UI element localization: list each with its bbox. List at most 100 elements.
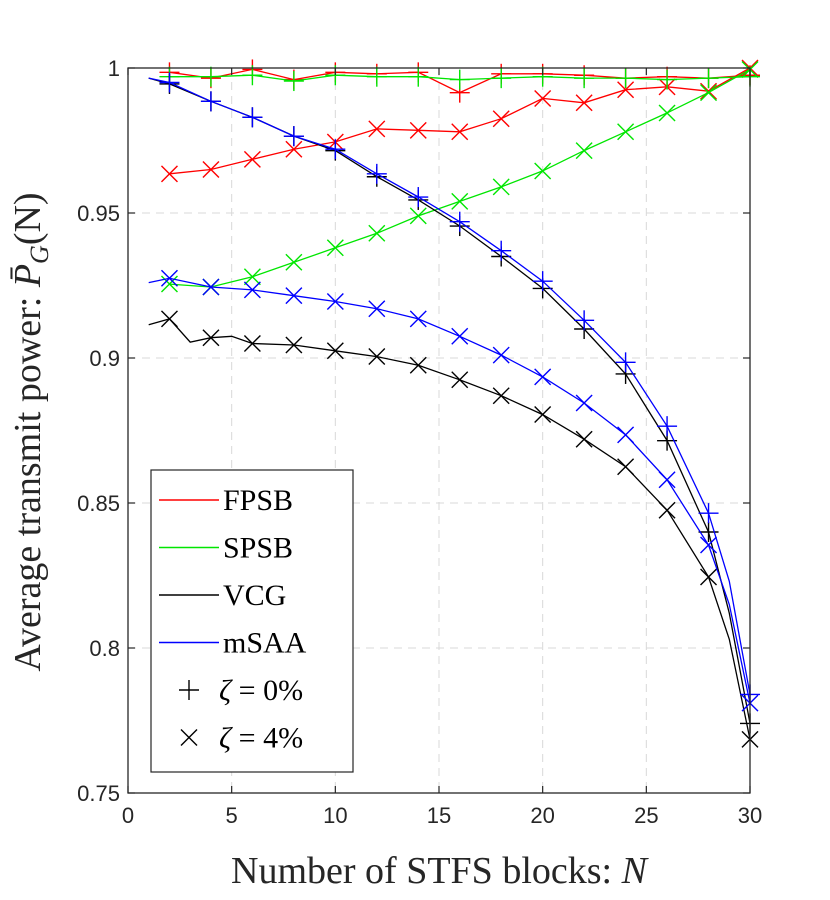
- data-point-msaa-cross: [658, 471, 676, 489]
- cross-marker-b: [409, 207, 427, 225]
- cross-marker-b: [575, 394, 593, 412]
- cross-marker-b: [368, 348, 386, 366]
- data-point-vcg-cross: [575, 430, 593, 448]
- cross-marker-b: [451, 192, 469, 210]
- cross-marker-b: [409, 121, 427, 139]
- data-point-spsb-plus: [615, 68, 636, 89]
- data-point-msaa-cross: [451, 327, 469, 345]
- cross-marker-b: [368, 120, 386, 138]
- x-tick-label: 20: [530, 803, 554, 828]
- data-point-spsb-plus: [657, 69, 678, 90]
- data-point-vcg-cross: [658, 501, 676, 519]
- data-point-fpsb-cross: [700, 82, 718, 100]
- x-axis-title: Number of STFS blocks: N: [231, 850, 650, 892]
- data-point-vcg-cross: [285, 336, 303, 354]
- cross-marker-b: [451, 371, 469, 389]
- data-point-spsb-cross: [534, 162, 552, 180]
- data-point-fpsb-cross: [534, 89, 552, 107]
- x-tick-label: 15: [427, 803, 451, 828]
- cross-marker-b: [658, 501, 676, 519]
- x-tick-label: 10: [323, 803, 347, 828]
- data-point-spsb-plus: [698, 68, 719, 89]
- legend-label-value: = 4%: [231, 722, 303, 755]
- legend-label: SPSB: [223, 532, 293, 565]
- legend-entry: VCG: [159, 579, 286, 612]
- cross-marker-b: [658, 104, 676, 122]
- legend-swatch-marker: [180, 729, 198, 746]
- y-tick-label: 0.9: [89, 346, 120, 371]
- data-point-msaa-cross: [202, 278, 220, 296]
- axis-ticks: 0 5 10 15 20 25 30 0.75 0.8 0.85 0.9 0.95 1: [77, 56, 762, 828]
- data-point-fpsb-cross: [202, 161, 220, 178]
- cross-marker-b: [285, 140, 303, 158]
- data-point-vcg-cross: [326, 342, 344, 360]
- y-tick-label: 0.8: [89, 636, 120, 661]
- legend-entry: SPSB: [159, 532, 293, 565]
- cross-marker-b: [326, 239, 344, 257]
- data-point-msaa-plus: [200, 91, 221, 112]
- data-point-vcg-cross: [534, 406, 552, 424]
- data-point-msaa-plus: [657, 416, 678, 437]
- data-point-spsb-plus: [283, 71, 304, 92]
- series-vcg-cross: [148, 310, 759, 748]
- cross-marker-b: [700, 568, 718, 586]
- data-point-msaa-plus: [325, 139, 346, 160]
- data-point-spsb-cross: [243, 268, 261, 286]
- legend-entry: mSAA: [159, 627, 307, 660]
- data-point-vcg-cross: [202, 329, 220, 347]
- data-point-msaa-plus: [532, 271, 553, 292]
- legend-entry: ζ = 4%: [180, 722, 303, 755]
- data-point-msaa-plus: [283, 126, 304, 147]
- cross-marker-b: [658, 471, 676, 489]
- data-point-fpsb-cross: [243, 150, 261, 168]
- legend-label: ζ = 4%: [219, 722, 303, 755]
- data-point-fpsb-cross: [451, 123, 469, 141]
- cross-marker-b: [160, 275, 178, 293]
- data-point-msaa-cross: [368, 300, 386, 318]
- data-point-vcg-cross: [243, 335, 261, 352]
- cross-marker-b: [409, 356, 427, 374]
- cross-marker-b: [534, 162, 552, 180]
- y-axis-title-subscript: G: [25, 245, 54, 264]
- data-point-fpsb-cross: [368, 120, 386, 138]
- data-point-spsb-cross: [368, 224, 386, 242]
- cross-marker-b: [534, 89, 552, 107]
- data-point-fpsb-cross: [409, 121, 427, 139]
- data-point-spsb-plus: [408, 66, 429, 87]
- x-tick-label: 5: [226, 803, 238, 828]
- data-point-vcg-cross: [451, 371, 469, 389]
- data-point-msaa-plus: [242, 107, 263, 128]
- cross-marker-b: [285, 253, 303, 271]
- cross-marker-b: [492, 387, 510, 405]
- cross-marker-b: [492, 346, 510, 364]
- data-point-msaa-plus: [366, 163, 387, 184]
- cross-marker-b: [451, 123, 469, 141]
- cross-marker-b: [243, 335, 261, 352]
- legend-label: mSAA: [223, 627, 307, 660]
- cross-marker-b: [575, 94, 593, 112]
- legend-label: VCG: [223, 579, 286, 612]
- data-point-spsb-cross: [285, 253, 303, 271]
- data-point-spsb-plus: [574, 68, 595, 89]
- cross-marker-b: [243, 150, 261, 168]
- cross-marker-b: [534, 368, 552, 386]
- cross-marker-b: [575, 430, 593, 448]
- data-point-spsb-cross: [658, 104, 676, 122]
- legend-label: FPSB: [223, 484, 293, 517]
- data-point-msaa-plus: [159, 72, 180, 93]
- data-point-spsb-plus: [200, 66, 221, 87]
- data-point-spsb-cross: [409, 207, 427, 225]
- legend-label-variable: ζ: [219, 674, 233, 707]
- legend-entry: FPSB: [159, 484, 293, 517]
- data-point-msaa-cross: [617, 426, 635, 444]
- legend-entry: ζ = 0%: [179, 674, 303, 707]
- x-tick-label: 0: [122, 803, 134, 828]
- y-tick-label: 0.85: [77, 491, 120, 516]
- cross-marker-b: [202, 278, 220, 296]
- data-point-spsb-cross: [326, 239, 344, 257]
- data-point-fpsb-cross: [617, 81, 635, 99]
- legend-swatch-marker: [179, 680, 199, 700]
- cross-marker-b: [202, 161, 220, 178]
